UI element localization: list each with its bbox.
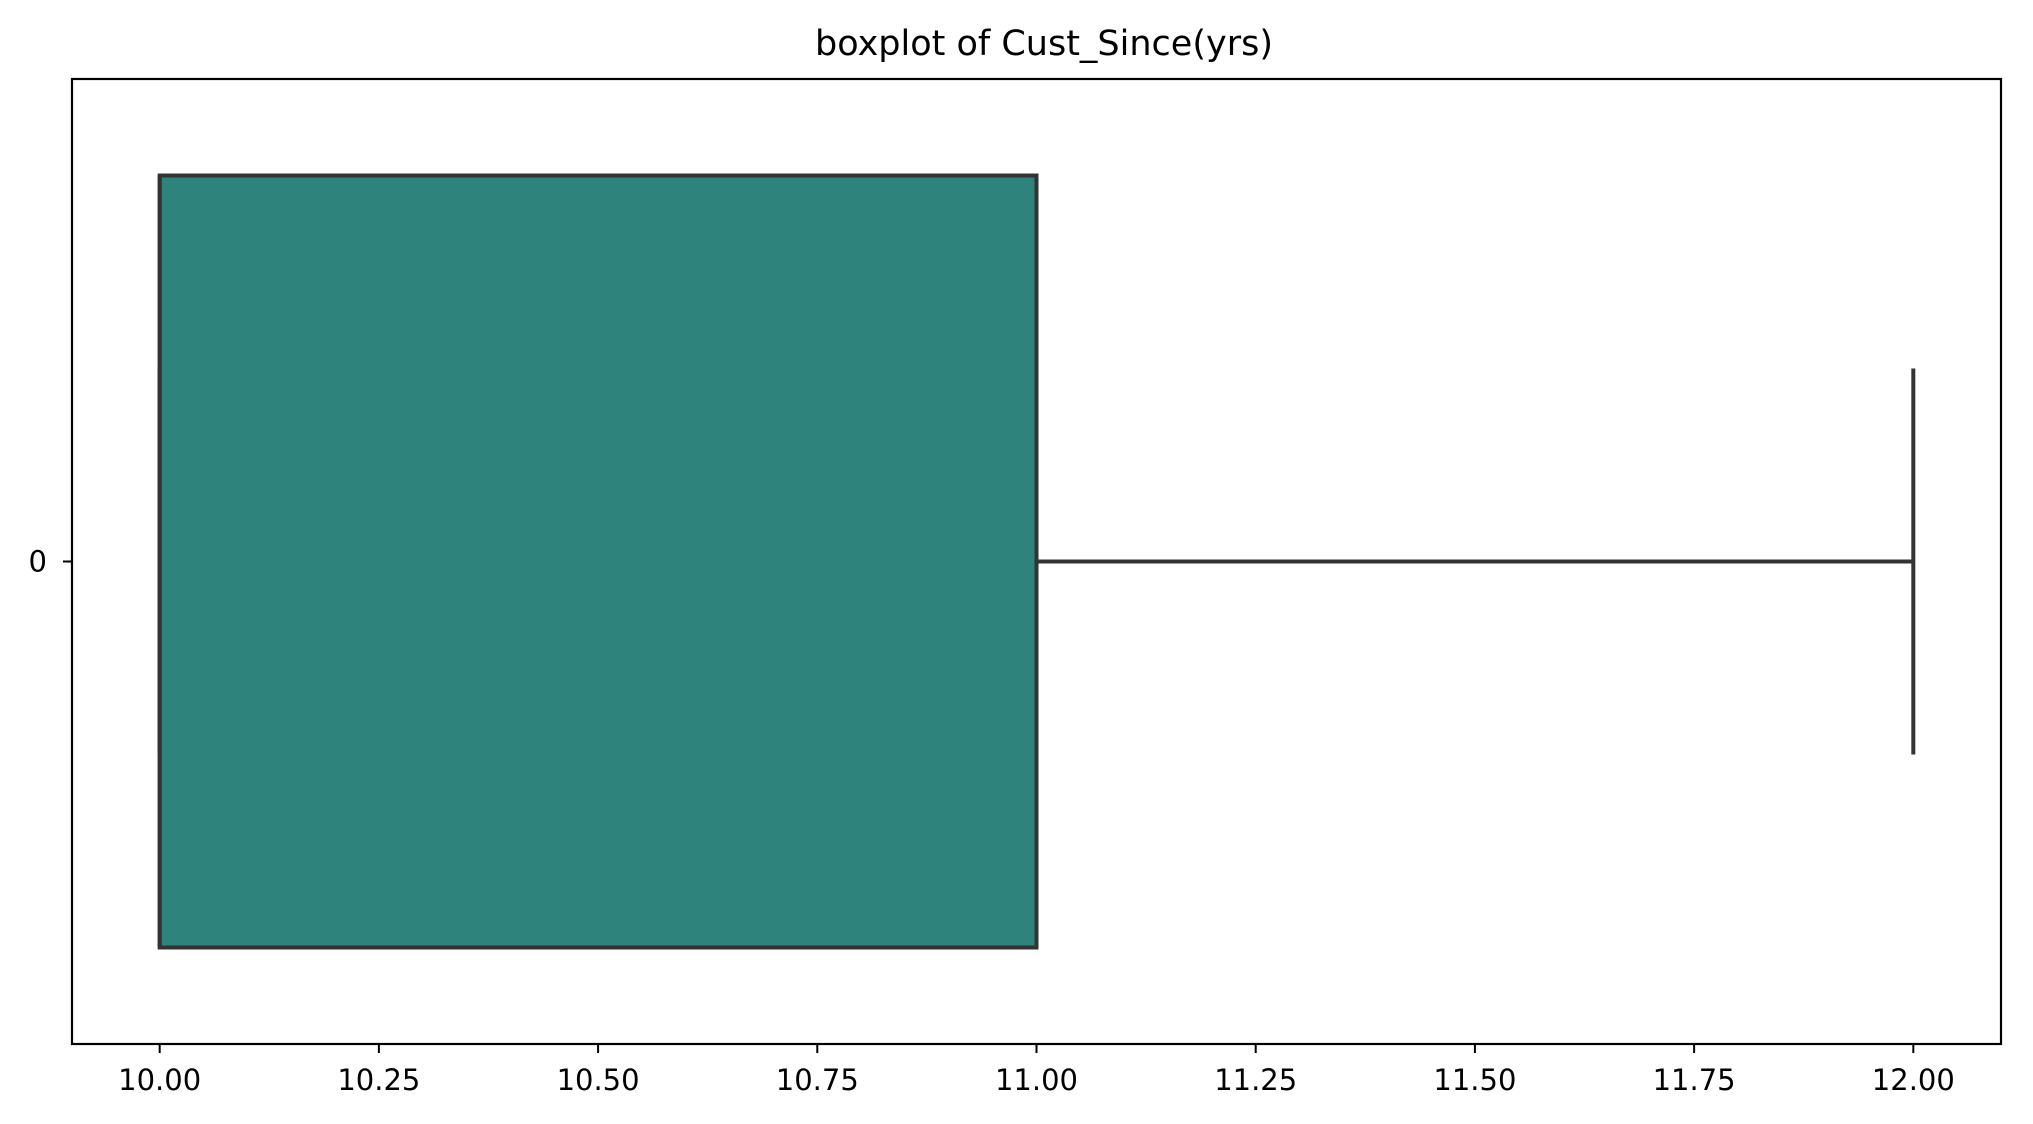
axes-frame [70,77,2003,1046]
x-tick-label: 11.00 [995,1063,1078,1097]
x-tick-label: 12.00 [1872,1063,1955,1097]
x-tick-label: 10.25 [337,1063,420,1097]
x-tick-label: 11.25 [1214,1063,1297,1097]
x-axis: 10.00 10.25 10.50 10.75 11.00 11.25 11.50 11.75… [118,1044,1955,1097]
x-tick-label: 10.00 [118,1063,201,1097]
box-iqr [157,173,1039,950]
chart-title: boxplot of Cust_Since(yrs) [815,24,1273,64]
plot-area [157,173,1916,950]
x-tick-label: 11.50 [1433,1063,1516,1097]
y-tick-label: 0 [29,545,47,579]
x-tick-label: 11.75 [1653,1063,1736,1097]
y-axis: 0 [29,545,72,579]
x-tick-label: 10.75 [776,1063,859,1097]
x-tick-label: 10.50 [557,1063,640,1097]
